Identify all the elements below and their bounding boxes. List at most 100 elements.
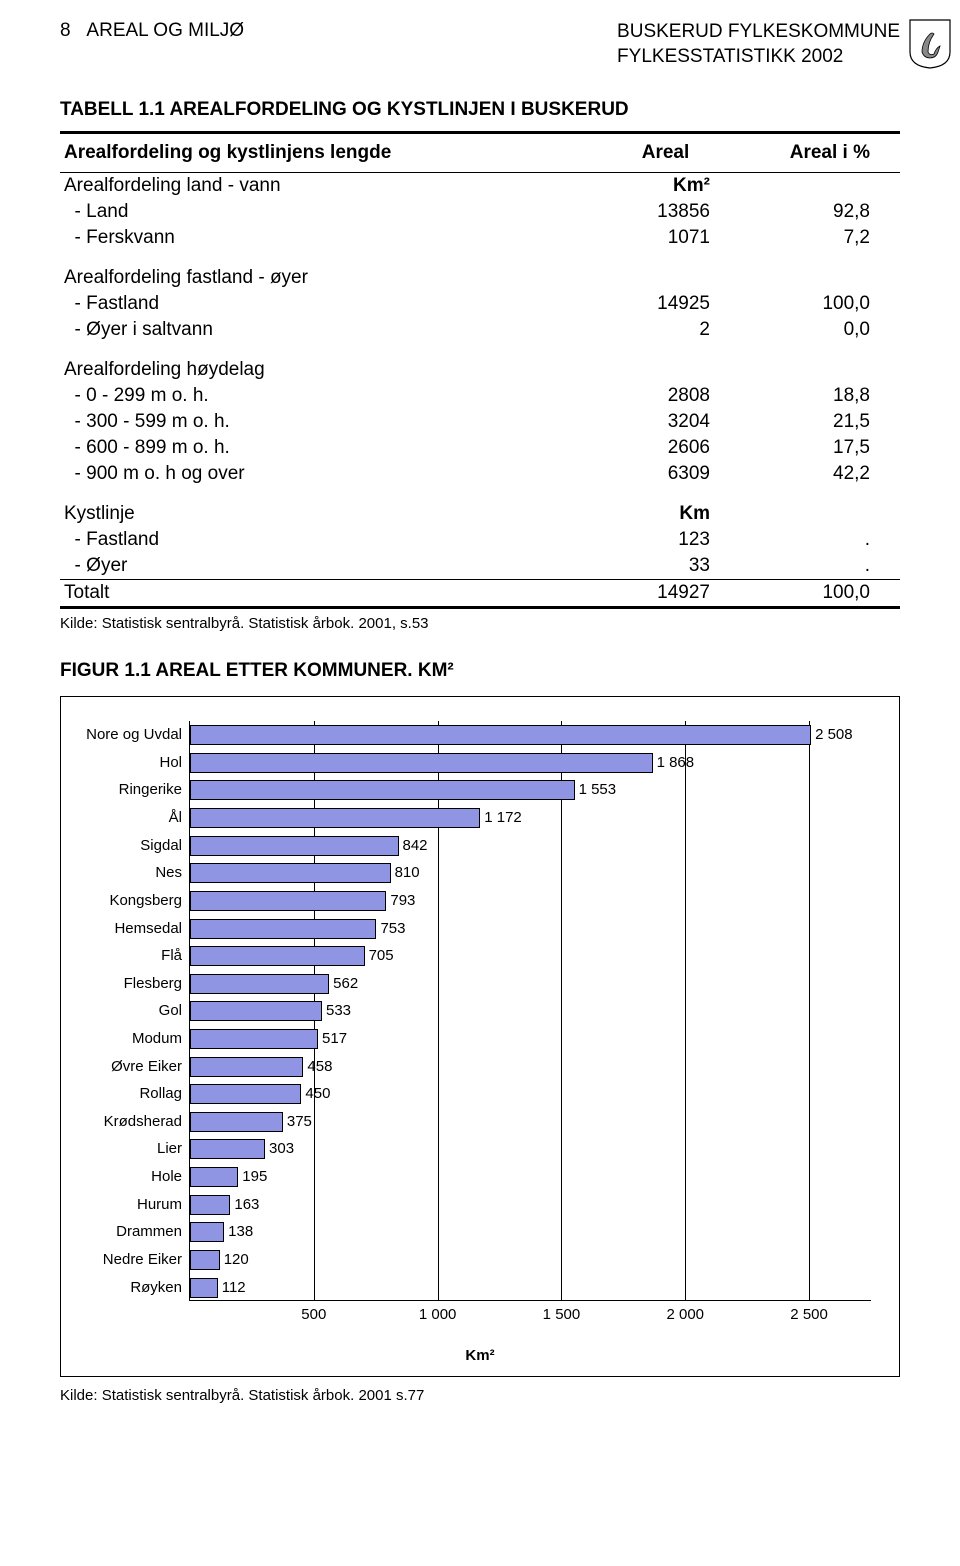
bar-row: Flesberg562 <box>190 972 871 996</box>
category-label: Flesberg <box>80 975 190 992</box>
bar-value-label: 753 <box>380 920 405 937</box>
row-v2: 17,5 <box>740 435 900 461</box>
table-title: TABELL 1.1 AREALFORDELING OG KYSTLINJEN … <box>60 99 900 121</box>
section-title: AREAL OG MILJØ <box>86 20 244 41</box>
bar-row: Flå705 <box>190 944 871 968</box>
row-v2: 100,0 <box>740 291 900 317</box>
bar <box>190 1195 230 1215</box>
row-label: - Fastland <box>60 291 580 317</box>
col-header: Arealfordeling og kystlinjens lengde <box>60 134 590 172</box>
bar-value-label: 842 <box>403 837 428 854</box>
bar <box>190 1222 224 1242</box>
row-v2: 42,2 <box>740 461 900 487</box>
category-label: Nes <box>80 864 190 881</box>
category-label: Hemsedal <box>80 920 190 937</box>
category-label: Hol <box>80 754 190 771</box>
bar-value-label: 195 <box>242 1168 267 1185</box>
category-label: Drammen <box>80 1223 190 1240</box>
bar-row: Sigdal842 <box>190 834 871 858</box>
bar <box>190 1084 301 1104</box>
row-label: - Fastland <box>60 527 580 553</box>
total-row-table: Totalt 14927 100,0 <box>60 580 900 606</box>
row-v1: 123 <box>580 527 740 553</box>
bar-row: Lier303 <box>190 1137 871 1161</box>
figure-source: Kilde: Statistisk sentralbyrå. Statistis… <box>60 1387 900 1404</box>
bar <box>190 1250 220 1270</box>
row-v1: 3204 <box>580 409 740 435</box>
bar-row: Røyken112 <box>190 1276 871 1300</box>
row-label: - 0 - 299 m o. h. <box>60 383 580 409</box>
bar-row: Ringerike1 553 <box>190 778 871 802</box>
total-v1: 14927 <box>580 580 740 606</box>
row-v1: 1071 <box>580 225 740 251</box>
group-heading: Arealfordeling høydelag <box>60 357 580 383</box>
bar <box>190 725 811 745</box>
bar-row: Nes810 <box>190 861 871 885</box>
bar-value-label: 562 <box>333 975 358 992</box>
group-heading: Kystlinje <box>60 501 580 527</box>
x-tick-label: 2 000 <box>666 1306 704 1323</box>
category-label: Flå <box>80 947 190 964</box>
row-label: - 300 - 599 m o. h. <box>60 409 580 435</box>
x-tick-label: 1 500 <box>543 1306 581 1323</box>
org-name: BUSKERUD FYLKESKOMMUNE <box>617 20 900 45</box>
chart-area: 5001 0001 5002 0002 500Nore og Uvdal2 50… <box>189 721 871 1341</box>
row-label: - 600 - 899 m o. h. <box>60 435 580 461</box>
row-v1: 14925 <box>580 291 740 317</box>
bar <box>190 863 391 883</box>
category-label: Nore og Uvdal <box>80 726 190 743</box>
bar <box>190 1057 303 1077</box>
category-label: Kongsberg <box>80 892 190 909</box>
bar <box>190 808 480 828</box>
data-table: Arealfordeling og kystlinjens lengde Are… <box>60 134 900 172</box>
bar <box>190 919 376 939</box>
bar-row: Hemsedal753 <box>190 917 871 941</box>
bar-value-label: 1 553 <box>579 781 617 798</box>
group-heading: Arealfordeling fastland - øyer <box>60 265 580 291</box>
plot-region: 5001 0001 5002 0002 500Nore og Uvdal2 50… <box>189 721 871 1301</box>
bar <box>190 1001 322 1021</box>
bar-value-label: 138 <box>228 1223 253 1240</box>
row-v1: 2606 <box>580 435 740 461</box>
bar <box>190 946 365 966</box>
bar-value-label: 375 <box>287 1113 312 1130</box>
bar-value-label: 705 <box>369 947 394 964</box>
bar-row: Drammen138 <box>190 1220 871 1244</box>
row-v2: 7,2 <box>740 225 900 251</box>
category-label: Lier <box>80 1140 190 1157</box>
bar-value-label: 533 <box>326 1002 351 1019</box>
row-v1: 6309 <box>580 461 740 487</box>
category-label: Ål <box>80 809 190 826</box>
total-v2: 100,0 <box>740 580 900 606</box>
row-label: - 900 m o. h og over <box>60 461 580 487</box>
bar-value-label: 1 868 <box>657 754 695 771</box>
bar-row: Gol533 <box>190 999 871 1023</box>
divider <box>60 606 900 609</box>
bar-row: Nedre Eiker120 <box>190 1248 871 1272</box>
row-v2: 0,0 <box>740 317 900 343</box>
bar-value-label: 2 508 <box>815 726 853 743</box>
row-label: - Øyer <box>60 553 580 579</box>
col-header: Areal <box>590 134 719 172</box>
bar-row: Nore og Uvdal2 508 <box>190 723 871 747</box>
bar-row: Hurum163 <box>190 1193 871 1217</box>
bar-value-label: 163 <box>234 1196 259 1213</box>
figure-title: FIGUR 1.1 AREAL ETTER KOMMUNER. KM² <box>60 660 900 682</box>
bar-value-label: 303 <box>269 1140 294 1157</box>
bar <box>190 974 329 994</box>
category-label: Modum <box>80 1030 190 1047</box>
row-v2: . <box>740 553 900 579</box>
row-v1: 13856 <box>580 199 740 225</box>
bar-row: Hol1 868 <box>190 751 871 775</box>
row-label: - Ferskvann <box>60 225 580 251</box>
x-tick-label: 500 <box>301 1306 326 1323</box>
bar-row: Øvre Eiker458 <box>190 1055 871 1079</box>
chart-frame: 5001 0001 5002 0002 500Nore og Uvdal2 50… <box>60 696 900 1377</box>
row-label: - Øyer i saltvann <box>60 317 580 343</box>
category-label: Hole <box>80 1168 190 1185</box>
page-number: 8 <box>60 20 71 41</box>
x-tick-label: 2 500 <box>790 1306 828 1323</box>
bar <box>190 780 575 800</box>
bar-row: Krødsherad375 <box>190 1110 871 1134</box>
bar <box>190 891 386 911</box>
